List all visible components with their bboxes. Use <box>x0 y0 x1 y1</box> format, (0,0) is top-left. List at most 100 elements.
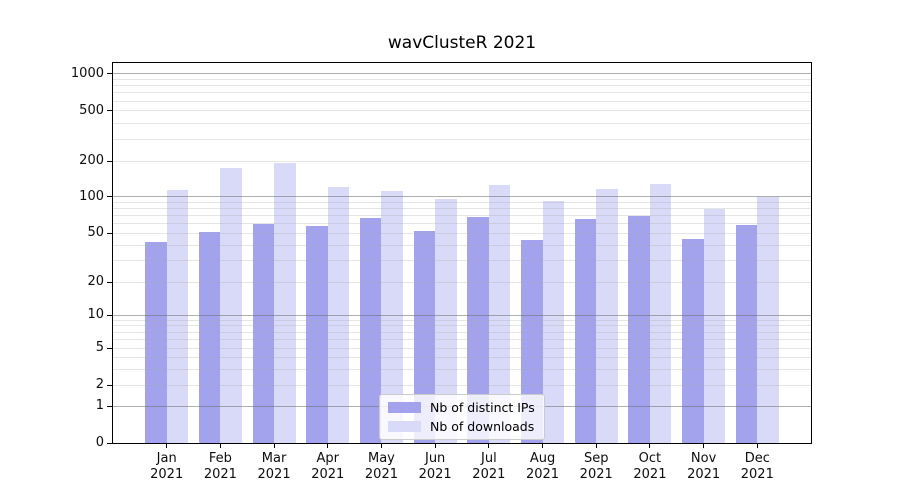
gridline-minor-800 <box>113 85 811 87</box>
bar-distinct-ips-feb <box>198 232 221 443</box>
bar-downloads-feb <box>220 168 242 443</box>
x-label-year: 2021 <box>472 466 506 482</box>
y-tick-label-1: 1 <box>95 398 104 414</box>
gridline-minor-6 <box>113 339 811 341</box>
x-tick-label-sep: Sep 2021 <box>566 451 626 482</box>
bar-downloads-mar <box>274 163 296 443</box>
legend: Nb of distinct IPs Nb of downloads <box>379 394 545 440</box>
bar-distinct-ips-sep <box>574 219 597 443</box>
y-tick-label-1000: 1000 <box>70 65 104 81</box>
bars-layer <box>113 63 811 443</box>
y-tick-200 <box>107 160 112 162</box>
bar-distinct-ips-apr <box>306 226 328 443</box>
x-label-year: 2021 <box>311 466 345 482</box>
gridline-minor-7 <box>113 331 811 333</box>
x-label-year: 2021 <box>687 466 721 482</box>
gridline-minor-5 <box>113 347 811 349</box>
y-tick-0 <box>107 442 112 444</box>
gridline-major-10 <box>113 314 811 316</box>
bar-distinct-ips-jan <box>145 242 167 443</box>
y-tick-label-20: 20 <box>87 274 104 290</box>
legend-swatch-downloads <box>388 421 421 432</box>
plot-area: 0 1 2 5 10 20 50 100 200 500 1000 Jan 2021 Feb 2021 Mar… <box>71 62 812 482</box>
x-tick-jul <box>488 444 490 448</box>
bar-distinct-ips-jun <box>413 231 436 443</box>
gridline-minor-500 <box>113 110 811 112</box>
x-tick-label-aug: Aug 2021 <box>513 451 573 482</box>
x-tick-label-jun: Jun 2021 <box>405 451 465 482</box>
x-label-year: 2021 <box>257 466 291 482</box>
x-label-year: 2021 <box>364 466 398 482</box>
x-tick-jun <box>434 444 436 448</box>
x-tick-dec <box>756 444 758 448</box>
y-tick-label-5: 5 <box>95 340 104 356</box>
x-tick-label-jul: Jul 2021 <box>459 451 519 482</box>
gridline-minor-4 <box>113 356 811 358</box>
gridline-minor-900 <box>113 79 811 81</box>
legend-label-distinct-ips: Nb of distinct IPs <box>430 400 535 415</box>
x-label-month: Dec <box>744 451 770 466</box>
x-label-month: Mar <box>261 451 287 466</box>
gridline-minor-50 <box>113 232 811 234</box>
gridline-minor-3 <box>113 368 811 370</box>
bar-distinct-ips-mar <box>252 223 275 443</box>
y-tick-5 <box>107 347 112 349</box>
y-tick-100 <box>107 196 112 198</box>
bar-downloads-aug <box>542 201 565 443</box>
bar-downloads-may <box>381 191 403 443</box>
y-tick-label-2: 2 <box>95 377 104 393</box>
gridline-minor-400 <box>113 122 811 124</box>
x-tick-may <box>380 444 382 448</box>
gridline-minor-600 <box>113 100 811 102</box>
x-tick-aug <box>542 444 544 448</box>
axes-layer: 0 1 2 5 10 20 50 100 200 500 1000 Jan 2021 Feb 2021 Mar… <box>71 63 811 482</box>
y-tick-2 <box>107 384 112 386</box>
chart-title: wavClusteR 2021 <box>387 33 537 53</box>
gridline-minor-300 <box>113 138 811 140</box>
gridline-minor-20 <box>113 281 811 283</box>
x-label-month: Oct <box>638 451 662 466</box>
gridline-minor-60 <box>113 223 811 225</box>
gridline-minor-40 <box>113 244 811 246</box>
x-tick-label-feb: Feb 2021 <box>190 451 250 482</box>
bar-downloads-jan <box>166 190 189 443</box>
x-tick-label-dec: Dec 2021 <box>727 451 787 482</box>
bar-downloads-jul <box>488 184 511 443</box>
bar-distinct-ips-aug <box>521 239 543 443</box>
x-tick-label-nov: Nov 2021 <box>674 451 734 482</box>
x-label-year: 2021 <box>203 466 237 482</box>
y-tick-1000 <box>107 73 112 75</box>
gridline-minor-700 <box>113 92 811 94</box>
x-tick-mar <box>273 444 275 448</box>
y-tick-label-10: 10 <box>87 307 104 323</box>
y-tick-10 <box>107 314 112 316</box>
y-tick-500 <box>107 110 112 112</box>
x-label-year: 2021 <box>150 466 184 482</box>
bar-distinct-ips-dec <box>735 225 758 443</box>
gridline-minor-2 <box>113 384 811 386</box>
x-tick-label-jan: Jan 2021 <box>137 451 197 482</box>
y-tick-1 <box>107 405 112 407</box>
bar-distinct-ips-jul <box>467 217 489 443</box>
x-tick-jan <box>166 444 168 448</box>
x-label-month: Jul <box>481 451 497 466</box>
y-tick-label-500: 500 <box>79 102 104 118</box>
x-tick-label-may: May 2021 <box>351 451 411 482</box>
x-tick-label-mar: Mar 2021 <box>244 451 304 482</box>
x-label-year: 2021 <box>740 466 774 482</box>
y-tick-label-100: 100 <box>79 188 104 204</box>
bar-distinct-ips-may <box>359 217 382 443</box>
y-tick-label-50: 50 <box>87 225 104 241</box>
x-label-month: Feb <box>208 451 232 466</box>
gridline-minor-9 <box>113 319 811 321</box>
y-tick-50 <box>107 232 112 234</box>
gridline-minor-200 <box>113 160 811 162</box>
x-label-month: Sep <box>583 451 609 466</box>
legend-swatch-distinct-ips <box>388 402 421 413</box>
bar-downloads-nov <box>703 208 726 443</box>
bar-distinct-ips-nov <box>682 238 704 443</box>
legend-entry-downloads: Nb of downloads <box>388 419 535 434</box>
gridline-minor-90 <box>113 201 811 203</box>
y-tick-label-200: 200 <box>79 153 104 169</box>
